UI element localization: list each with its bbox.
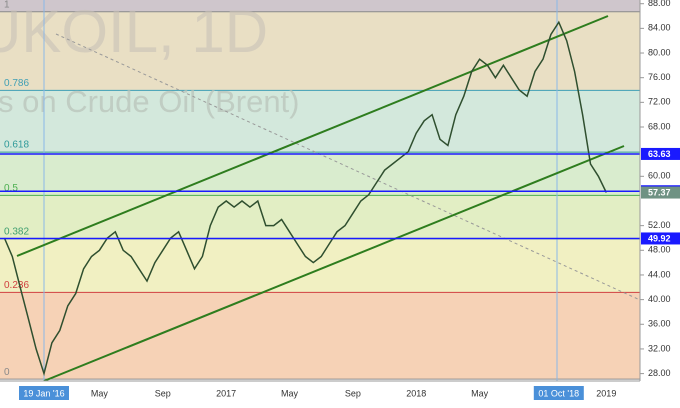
- axes: 28.00 32.00 36.00 40.00 44.00 48.00 52.00 60.00…: [19, 0, 680, 400]
- fib-level-label: 0.5: [4, 183, 18, 194]
- y-tick-label: 48.00: [648, 245, 671, 255]
- x-tick-label: 2019: [596, 388, 616, 398]
- y-tick-label: 36.00: [648, 319, 671, 329]
- x-tick-label: 19 Jan '16: [23, 388, 64, 398]
- y-tick-label: 72.00: [648, 97, 671, 107]
- bottom-axis-bg: [0, 381, 640, 408]
- trend-line-dashed: [55, 33, 641, 301]
- x-label-highlight: [533, 386, 584, 400]
- y-tick-label: 84.00: [648, 23, 671, 33]
- fib-band: [0, 90, 640, 153]
- channel-lower: [43, 145, 625, 382]
- y-tick-label: 52.00: [648, 220, 671, 230]
- y-tick-label: 28.00: [648, 368, 671, 378]
- x-tick-label: 2018: [406, 388, 426, 398]
- x-tick-label: Sep: [345, 388, 361, 398]
- x-tick-label: 01 Oct '18: [538, 388, 579, 398]
- y-tick-label: 68.00: [648, 121, 671, 131]
- y-tick-label: 80.00: [648, 47, 671, 57]
- watermark-title: UKOIL, 1D: [0, 0, 268, 65]
- x-tick-label: May: [471, 388, 489, 398]
- y-tick-label: 76.00: [648, 72, 671, 82]
- fib-band: [0, 0, 640, 12]
- fib-band: [0, 195, 640, 239]
- y-tick-label: 40.00: [648, 294, 671, 304]
- x-tick-label: May: [91, 388, 109, 398]
- y-tick-label: 32.00: [648, 343, 671, 353]
- y-tick-label: 88.00: [648, 0, 671, 8]
- fib-level-label: 0: [4, 367, 10, 378]
- x-tick-label: Sep: [155, 388, 171, 398]
- fib-level-label: 0.382: [4, 226, 29, 237]
- y-tick-label: 60.00: [648, 171, 671, 181]
- plot: [0, 20, 640, 377]
- fib-level-label: 0.236: [4, 280, 29, 291]
- fib-bands: 1 0.786 0.618 0.5 0.382 0.236 0: [0, 0, 640, 380]
- price-label-bg: [641, 186, 680, 199]
- fib-level-label: 1: [4, 0, 10, 10]
- fib-band: [0, 152, 640, 196]
- right-axis-bg: [640, 0, 680, 408]
- price-label-bg: [641, 232, 680, 245]
- watermark-subtitle: s on Crude Oil (Brent): [0, 84, 300, 119]
- fib-level-label: 0.618: [4, 140, 29, 151]
- price-label: 49.92: [648, 233, 671, 243]
- price-label-bg: [641, 147, 680, 160]
- x-label-highlight: [19, 386, 69, 400]
- price-label: 57.37: [648, 187, 671, 197]
- x-tick-label: May: [281, 388, 299, 398]
- fib-level-label: 0.786: [4, 78, 29, 89]
- price-line: [3, 20, 607, 377]
- channel-upper: [16, 15, 609, 257]
- y-tick-label: 44.00: [648, 269, 671, 279]
- fib-band: [0, 238, 640, 293]
- x-tick-label: 2017: [216, 388, 236, 398]
- fib-band: [0, 292, 640, 380]
- price-label: 63.63: [648, 149, 671, 159]
